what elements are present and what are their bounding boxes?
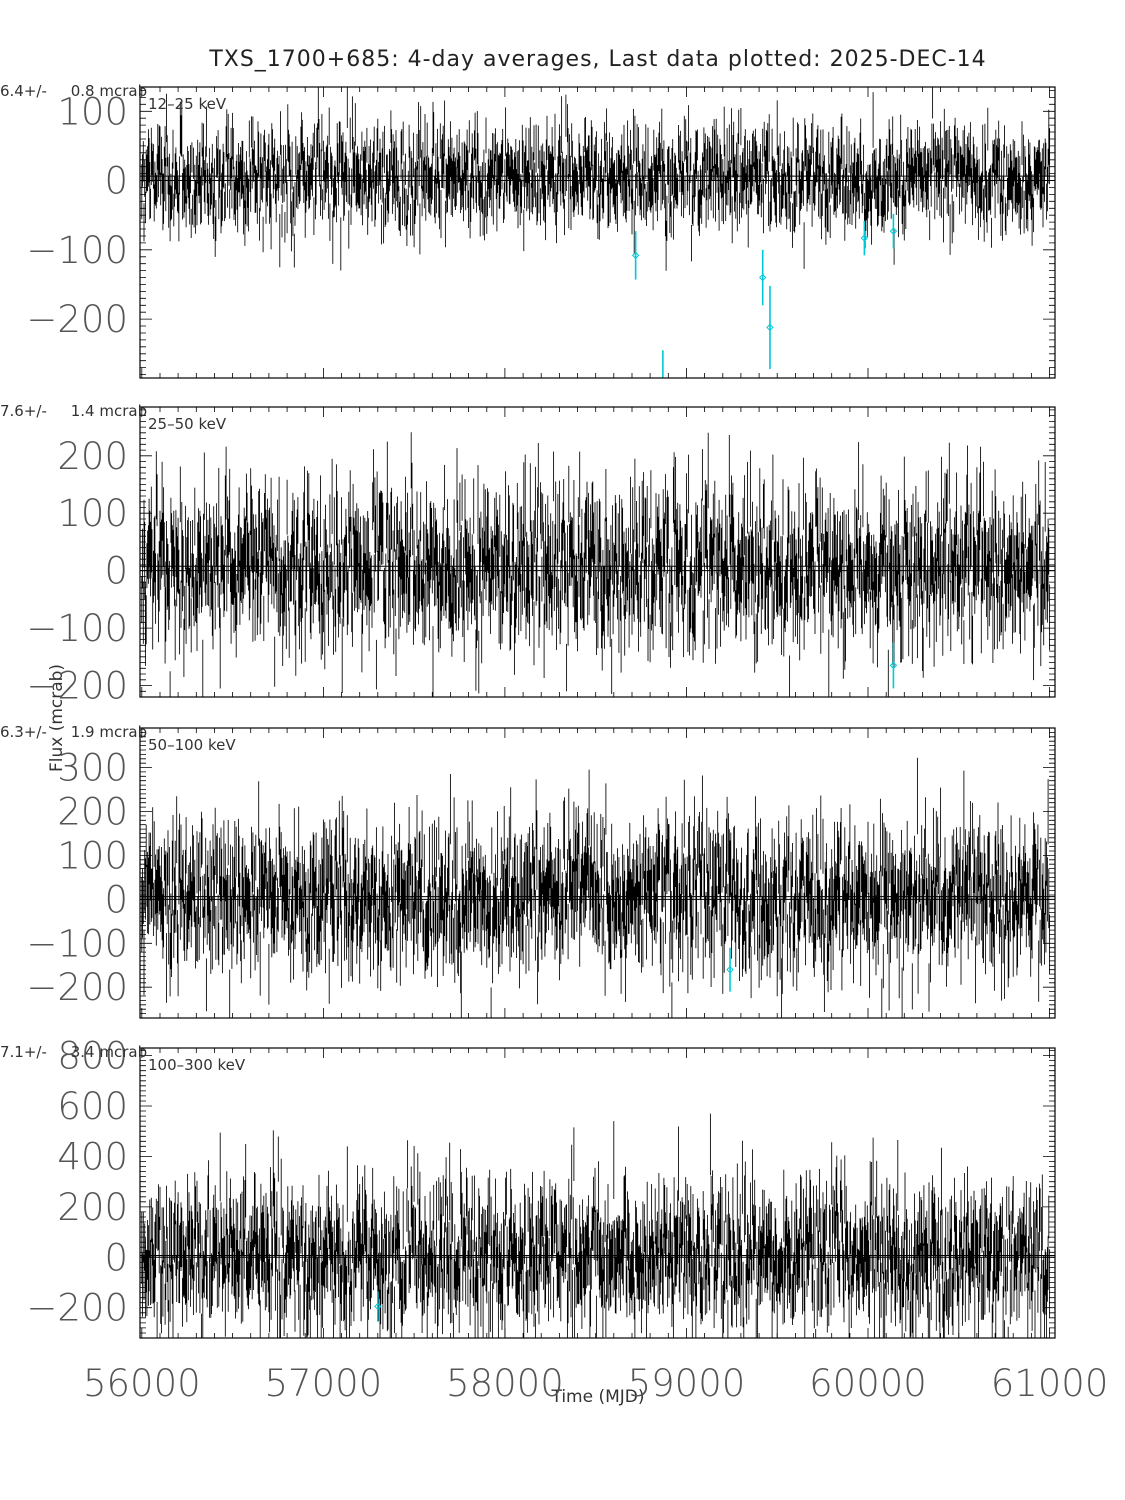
highlight-point bbox=[759, 249, 767, 306]
y-tick-label: −200 bbox=[26, 1287, 128, 1330]
y-tick-label: 200 bbox=[57, 435, 128, 478]
y-tick-label: 200 bbox=[57, 1186, 128, 1229]
x-tick-label: 58000 bbox=[446, 1362, 564, 1405]
y-tick-label: 600 bbox=[57, 1085, 128, 1128]
y-tick-label: 0 bbox=[104, 160, 128, 203]
mean-label: 6.3+/- 1.9 mcrab bbox=[0, 723, 147, 741]
data-points-4 bbox=[141, 1113, 1051, 1338]
highlight-point bbox=[860, 220, 869, 256]
highlight-point bbox=[631, 231, 640, 280]
panel-frame bbox=[139, 86, 1056, 379]
band-label: 25–50 keV bbox=[148, 415, 227, 433]
x-tick-label: 59000 bbox=[628, 1362, 746, 1405]
mean-label: 7.1+/- 3.4 mcrab bbox=[0, 1043, 147, 1061]
axis-ticks bbox=[140, 87, 1055, 378]
x-tick-label: 56000 bbox=[83, 1362, 201, 1405]
y-tick-label: −100 bbox=[26, 922, 128, 965]
data-points-2 bbox=[141, 432, 1051, 697]
highlight-point bbox=[889, 642, 898, 689]
x-tick-label: 57000 bbox=[265, 1362, 383, 1405]
band-label: 100–300 keV bbox=[148, 1056, 246, 1074]
y-tick-label: 800 bbox=[57, 1035, 128, 1078]
y-tick-label: −100 bbox=[26, 607, 128, 650]
panel-frame bbox=[139, 1047, 1056, 1339]
mean-label: 7.6+/- 1.4 mcrab bbox=[0, 402, 147, 420]
y-tick-label: 100 bbox=[57, 492, 128, 535]
y-tick-label: 0 bbox=[104, 550, 128, 593]
axis-ticks bbox=[140, 407, 1055, 698]
data-points-1 bbox=[141, 87, 1051, 271]
y-tick-label: −200 bbox=[26, 966, 128, 1009]
y-tick-label: −100 bbox=[26, 229, 128, 272]
highlight-point bbox=[766, 285, 774, 369]
chart-title: TXS_1700+685: 4-day averages, Last data … bbox=[208, 47, 986, 72]
mean-label: 6.4+/- 0.8 mcrab bbox=[0, 82, 147, 100]
y-tick-label: 300 bbox=[57, 747, 128, 790]
x-axis-title: Time (MJD) bbox=[550, 1387, 644, 1407]
x-tick-label: 60000 bbox=[809, 1362, 927, 1405]
band-label: 12–25 keV bbox=[148, 95, 227, 113]
highlight-point bbox=[374, 1291, 382, 1322]
axis-ticks bbox=[140, 1048, 1055, 1339]
y-axis-title: Flux (mcrab) bbox=[47, 664, 67, 772]
band-label: 50–100 keV bbox=[148, 736, 236, 754]
y-tick-label: 0 bbox=[104, 878, 128, 921]
panel-frame bbox=[139, 406, 1056, 698]
axis-ticks bbox=[140, 727, 1055, 1019]
data-points-3 bbox=[141, 757, 1051, 1018]
y-tick-label: 400 bbox=[57, 1135, 128, 1178]
highlight-point bbox=[662, 350, 664, 378]
x-tick-label: 61000 bbox=[991, 1362, 1109, 1405]
y-tick-label: −200 bbox=[26, 665, 128, 708]
y-tick-label: 0 bbox=[104, 1236, 128, 1279]
y-tick-label: −200 bbox=[26, 298, 128, 341]
highlight-point bbox=[889, 213, 898, 249]
y-tick-label: 100 bbox=[57, 834, 128, 877]
highlight-point bbox=[726, 947, 734, 992]
y-tick-label: 100 bbox=[57, 90, 128, 133]
y-tick-label: 200 bbox=[57, 790, 128, 833]
